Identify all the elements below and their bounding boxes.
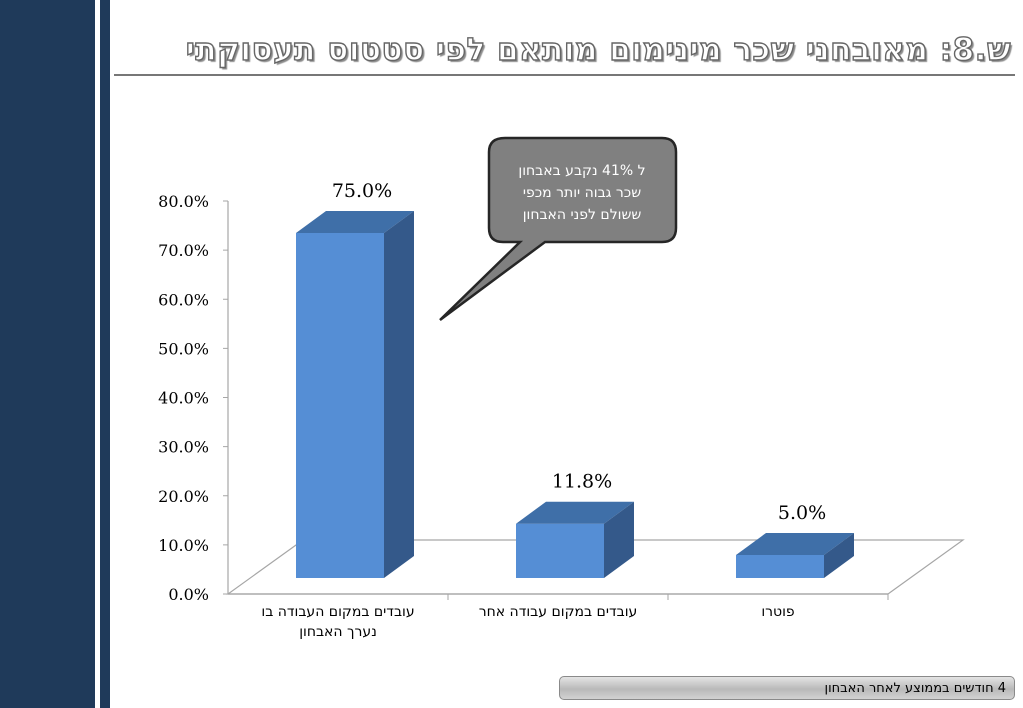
- bar-front: [516, 523, 604, 578]
- data-label: 75.0%: [332, 180, 392, 202]
- footer-note: 4 חודשים בממוצע לאחר האבחון: [824, 680, 1006, 696]
- slide-title: ש.8: מאובחני שכר מינימום מותאם לפי סטטוס…: [185, 31, 1011, 68]
- data-label: 11.8%: [552, 471, 612, 493]
- bar-top: [736, 533, 854, 555]
- x-category-label: עובדים במקום העבודה בו: [261, 604, 414, 620]
- y-tick-label: 20.0%: [158, 487, 209, 506]
- x-category-label: פוטרו: [761, 604, 794, 620]
- y-tick-label: 10.0%: [158, 536, 209, 555]
- bar-side: [604, 501, 634, 578]
- callout-text: שכר גבוה יותר מכפי: [523, 185, 641, 201]
- data-label: 5.0%: [778, 502, 826, 524]
- side-stripe: [100, 0, 110, 708]
- footer-note-box: 4 חודשים בממוצע לאחר האבחון: [559, 676, 1015, 700]
- bar-side: [384, 211, 414, 578]
- side-band: [0, 0, 95, 708]
- y-tick-label: 30.0%: [158, 438, 209, 457]
- bar-top: [516, 501, 634, 524]
- y-tick-label: 60.0%: [158, 290, 209, 309]
- bar-top: [296, 211, 414, 233]
- bar-side: [824, 533, 854, 578]
- y-tick-label: 70.0%: [158, 241, 209, 260]
- y-tick-label: 50.0%: [158, 339, 209, 358]
- callout: ל 41% נקבע באבחון שכר גבוה יותר מכפי ששולם…: [439, 136, 678, 322]
- callout-text: ששולם לפני האבחון: [523, 207, 642, 223]
- x-category-label: נערך האבחון: [299, 624, 377, 640]
- title-underline: [114, 74, 1015, 76]
- bar-front: [296, 233, 384, 578]
- x-category-label: עובדים במקום עבודה אחר: [479, 604, 638, 620]
- callout-bubble: [439, 136, 678, 322]
- y-tick-label: 0.0%: [168, 585, 209, 604]
- side-separator: [95, 0, 100, 708]
- y-tick-label: 80.0%: [158, 192, 209, 211]
- bar-front: [736, 555, 824, 578]
- y-tick-label: 40.0%: [158, 389, 209, 408]
- callout-text: ל 41% נקבע באבחון: [518, 163, 645, 179]
